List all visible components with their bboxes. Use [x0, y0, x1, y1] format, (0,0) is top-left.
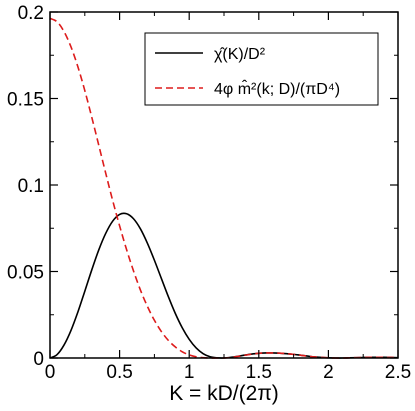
legend-label-m: 4φ m̂²(k; D)/(πD⁴) — [214, 78, 340, 98]
x-tick-label: 0 — [45, 362, 56, 383]
x-tick-label: 0.5 — [106, 362, 132, 383]
x-axis-title: K = kD/(2π) — [169, 382, 279, 405]
y-tick-label: 0.15 — [7, 90, 44, 111]
legend-box — [144, 32, 379, 106]
legend-label-chi: χ̂(K)/D² — [214, 46, 266, 63]
ticks-layer — [49, 11, 399, 359]
x-tick-label: 1 — [184, 362, 195, 383]
x-tick-label: 1.5 — [246, 362, 272, 383]
y-tick-label: 0.1 — [18, 176, 44, 197]
y-tick-label: 0 — [33, 349, 44, 370]
x-tick-label: 2.5 — [385, 362, 411, 383]
x-tick-label: 2 — [323, 362, 334, 383]
legend: χ̂(K)/D² 4φ m̂²(k; D)/(πD⁴) — [144, 32, 379, 106]
tick-labels-layer: 0 0.5 1 1.5 2 2.5 0 0.05 0.1 0.15 0.2 — [7, 3, 411, 383]
y-tick-label: 0.2 — [18, 3, 44, 24]
y-tick-label: 0.05 — [7, 263, 44, 284]
series-line-chi-hat — [49, 212, 399, 359]
